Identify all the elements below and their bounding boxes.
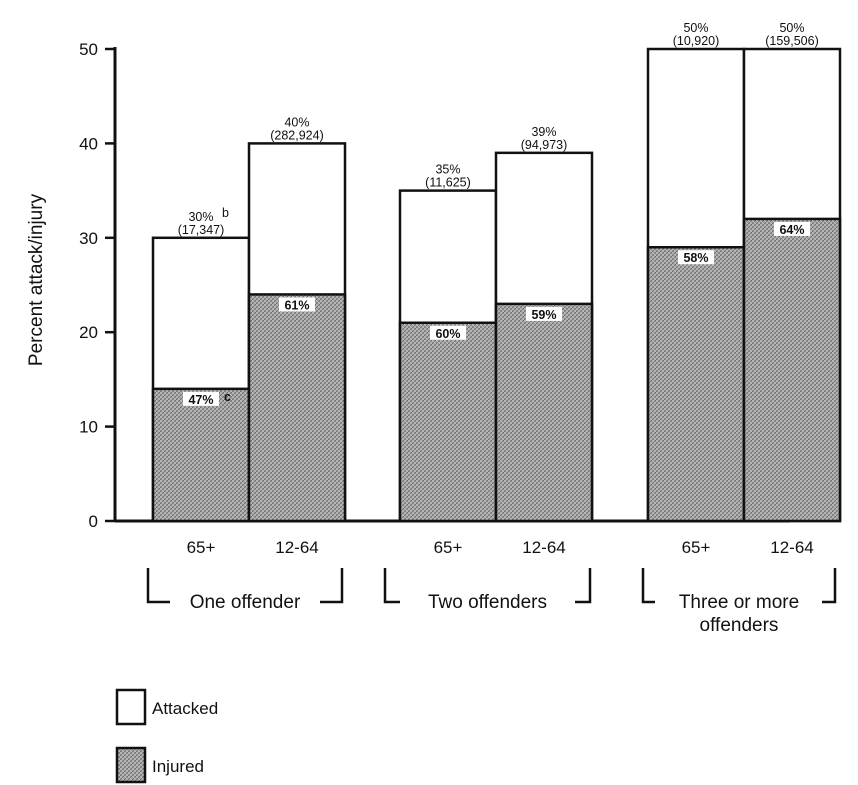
legend-label: Attacked <box>152 699 218 718</box>
injured-label-box <box>430 325 466 340</box>
y-tick-label: 0 <box>89 512 98 531</box>
x-category-label: 12-64 <box>770 538 813 557</box>
plot-area: 0 10 20 30 40 50 Percent attack/injury 47% c 30% b… <box>26 21 842 784</box>
group-bracket-left <box>641 568 655 604</box>
attacked-count-label: (282,924) <box>270 128 324 142</box>
attacked-percent-label: 30% <box>188 210 213 224</box>
x-category-label: 65+ <box>434 538 463 557</box>
attacked-percent-label: 39% <box>531 125 556 139</box>
injured-label-box <box>678 250 714 265</box>
attacked-count-label: (159,506) <box>765 34 819 48</box>
x-category-label: 65+ <box>187 538 216 557</box>
injured-label-box <box>183 391 219 406</box>
injured-label-box <box>279 297 315 312</box>
bar-injured <box>398 321 498 523</box>
injured-percent-label: 61% <box>284 298 309 312</box>
injured-label-box <box>774 221 810 236</box>
group-bracket-left <box>383 568 400 604</box>
attacked-percent-label: 50% <box>779 21 804 35</box>
group-bracket-right <box>320 568 344 604</box>
bar-injured <box>646 245 746 523</box>
injured-percent-label: 60% <box>435 327 460 341</box>
group-bracket-right <box>822 568 837 604</box>
group-label: Two offenders <box>428 592 547 613</box>
attacked-count-label: (94,973) <box>521 138 568 152</box>
attacked-count-label: (10,920) <box>673 34 720 48</box>
bar-injured <box>742 217 842 523</box>
attacked-percent-label: 50% <box>683 21 708 35</box>
y-tick-label: 10 <box>79 418 98 437</box>
legend-swatch-attacked <box>115 688 147 726</box>
attacked-count-label: (17,347) <box>178 223 225 237</box>
injured-footnote-marker: c <box>224 390 231 404</box>
attacked-percent-label: 35% <box>435 163 460 177</box>
injured-percent-label: 58% <box>683 251 708 265</box>
injured-percent-label: 47% <box>188 393 213 407</box>
y-tick-label: 20 <box>79 323 98 342</box>
y-axis-title: Percent attack/injury <box>26 193 47 366</box>
x-category-label: 12-64 <box>522 538 565 557</box>
y-tick-label: 40 <box>79 134 98 153</box>
bar-injured <box>494 302 594 523</box>
x-category-label: 12-64 <box>275 538 318 557</box>
y-tick-label: 50 <box>79 40 98 59</box>
attacked-footnote-marker: b <box>222 206 229 220</box>
y-tick-label: 30 <box>79 229 98 248</box>
bar-injured <box>151 387 251 523</box>
group-label: offenders <box>700 615 779 636</box>
group-bracket-left <box>146 568 170 604</box>
injured-percent-label: 59% <box>531 308 556 322</box>
group-label: One offender <box>190 592 301 613</box>
legend-swatch-injured <box>115 746 147 784</box>
bar-injured <box>247 293 347 523</box>
attacked-percent-label: 40% <box>284 115 309 129</box>
group-bracket-right <box>575 568 592 604</box>
attacked-count-label: (11,625) <box>425 176 471 190</box>
legend-label: Injured <box>152 757 204 776</box>
injured-percent-label: 64% <box>779 223 804 237</box>
x-category-label: 65+ <box>682 538 711 557</box>
group-label: Three or more <box>679 592 799 613</box>
injured-label-box <box>526 306 562 321</box>
